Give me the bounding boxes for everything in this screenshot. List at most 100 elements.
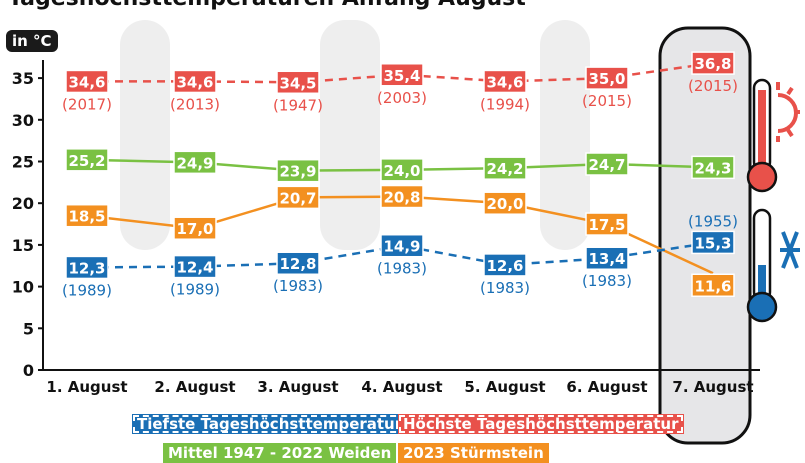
data-label-text: 36,8: [694, 55, 731, 73]
thermometer-fill: [758, 90, 766, 170]
data-label-text: 20,8: [383, 189, 420, 207]
data-label-text: 35,4: [383, 67, 420, 85]
data-label-text: 34,6: [486, 73, 523, 91]
thermometer-bulb: [746, 291, 778, 323]
thermometer-hot-icon: [746, 78, 778, 193]
data-label-box: [65, 69, 109, 94]
data-label-text: 11,6: [694, 277, 731, 295]
y-axis-unit: in °C: [6, 30, 58, 52]
data-label-box: [585, 246, 629, 270]
data-label: 20,7: [276, 185, 320, 210]
data-label-text: 13,4: [588, 250, 625, 268]
record-year: (2015): [688, 77, 738, 95]
x-tick-label: 7. August: [672, 378, 753, 396]
y-tick-label: 15: [12, 236, 34, 255]
data-label: 35,0 (2015): [582, 66, 632, 110]
data-label-text: 12,4: [176, 259, 213, 277]
data-label-text: 17,5: [588, 216, 625, 234]
x-tick-label: 2. August: [154, 378, 235, 396]
data-label-box: [173, 150, 217, 175]
data-label-text: 34,5: [279, 74, 316, 92]
legend-mean: Mittel 1947 - 2022 Weiden: [163, 443, 397, 463]
data-label-box: [691, 155, 735, 180]
data-label-box: [380, 233, 424, 258]
legend-lowest: Tiefste Tageshöchsttemperatur: [132, 414, 408, 434]
data-label-box: [585, 66, 629, 90]
data-label-text: 35,0: [588, 70, 625, 88]
y-tick-label: 25: [12, 153, 34, 172]
record-year: (1989): [62, 281, 112, 299]
data-label: 25,2: [65, 148, 109, 172]
data-label-box: [276, 251, 320, 275]
data-label-text: 14,9: [383, 238, 420, 256]
x-tick-label: 4. August: [361, 378, 442, 396]
data-label-box: [380, 158, 424, 182]
data-label-text: 24,2: [486, 160, 523, 178]
data-label-box: [483, 69, 527, 94]
y-tick-label: 10: [12, 278, 34, 297]
y-tick-label: 0: [23, 361, 34, 380]
data-label: 12,8 (1983): [273, 251, 323, 295]
sun-icon: [776, 82, 800, 142]
data-label-text: 24,3: [694, 159, 731, 177]
data-label-box: [483, 253, 527, 277]
data-label-box: [276, 70, 320, 95]
x-tick-label: 5. August: [464, 378, 545, 396]
data-label-box: [691, 51, 735, 75]
data-label: 11,6: [691, 273, 735, 298]
data-label-text: 24,0: [383, 162, 420, 180]
data-label: 14,9 (1983): [377, 233, 427, 278]
thermometer-bulb: [746, 161, 778, 193]
record-year: (1983): [377, 260, 427, 278]
data-label-text: 20,7: [279, 189, 316, 207]
snowflake-icon: [780, 231, 800, 269]
data-label: 34,6 (2013): [170, 69, 220, 113]
data-label-text: 18,5: [68, 208, 105, 226]
record-year: (1983): [582, 272, 632, 290]
data-label-text: 12,3: [68, 259, 105, 277]
data-label: 36,8 (2015): [688, 51, 738, 95]
data-label-box: [380, 63, 424, 87]
record-year: (1994): [480, 95, 530, 113]
snowflake-arm: [781, 231, 799, 269]
record-year: (2013): [170, 95, 220, 113]
data-label: 35,4 (2003): [377, 63, 427, 107]
data-label-box: [483, 156, 527, 180]
data-label-box: [691, 273, 735, 298]
data-label-text: 34,6: [176, 73, 213, 91]
data-label: 34,5 (1947): [273, 70, 323, 114]
record-year: (2017): [62, 95, 112, 113]
data-label-box: [276, 158, 320, 183]
y-tick-label: 5: [23, 319, 34, 338]
data-label-box: [173, 69, 217, 94]
data-label: 23,9: [276, 158, 320, 183]
x-tick-label: 1. August: [46, 378, 127, 396]
data-label: 17,0: [173, 216, 217, 240]
data-label: 34,6 (1994): [480, 69, 530, 113]
record-year: (1983): [273, 277, 323, 295]
watermark-thermometer: [320, 20, 380, 250]
data-label-box: [585, 212, 629, 236]
data-label-box: [380, 184, 424, 209]
legend-highest: Höchste Tageshöchsttemperatur: [398, 414, 684, 434]
data-label-text: 23,9: [279, 163, 316, 181]
chart-title: Tageshöchsttemperaturen Anfang August: [8, 0, 526, 11]
data-label-box: [65, 203, 109, 228]
data-label-text: 24,7: [588, 156, 625, 174]
legend-2023: 2023 Stürmstein: [398, 443, 549, 463]
data-label-box: [65, 255, 109, 280]
y-tick-label: 30: [12, 111, 34, 130]
data-label: 34,6 (2017): [62, 69, 112, 113]
data-label: 20,8: [380, 184, 424, 209]
data-label: 24,0: [380, 158, 424, 182]
chart: 0 5 10 15 20 25 30 35 1. August 2. August 3. Augus…: [12, 20, 800, 445]
y-tick-label: 35: [12, 69, 34, 88]
data-label-text: 25,2: [68, 152, 105, 170]
data-label: 12,4 (1989): [170, 254, 220, 299]
x-tick-label: 3. August: [257, 378, 338, 396]
data-label: 18,5: [65, 203, 109, 228]
data-label-box: [585, 152, 629, 176]
data-label: 12,3 (1989): [62, 255, 112, 299]
data-label-text: 12,8: [279, 255, 316, 273]
record-year: (2003): [377, 89, 427, 107]
